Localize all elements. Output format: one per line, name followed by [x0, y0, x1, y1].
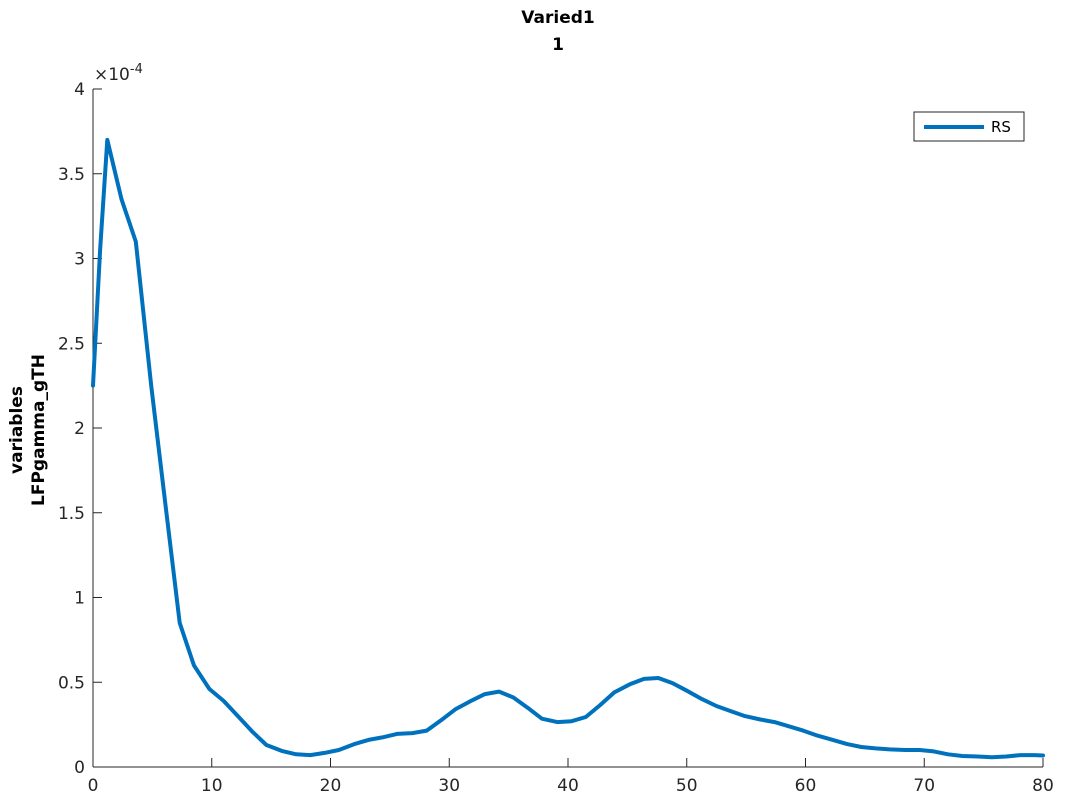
- y-tick-label: 1: [74, 589, 85, 609]
- axes: [92, 89, 1043, 768]
- x-tick-label: 50: [676, 776, 698, 796]
- series-layer: [91, 137, 1045, 760]
- x-axis-ticks: 0 10 20 30 40 50 60 70 80: [88, 758, 1054, 796]
- x-tick-label: 10: [201, 776, 223, 796]
- y-axis-exponent-power: -4: [130, 62, 143, 77]
- y-tick-label: 2.5: [58, 334, 85, 354]
- y-axis-label-line-1: variables: [7, 386, 27, 474]
- x-tick-label: 60: [795, 776, 817, 796]
- legend: RS: [913, 111, 1025, 142]
- x-tick-label: 80: [1032, 776, 1054, 796]
- chart-title-line-2: 1: [552, 35, 564, 55]
- x-tick-label: 0: [88, 776, 99, 796]
- y-tick-label: 4: [74, 80, 85, 100]
- y-tick-label: 0.5: [58, 673, 85, 693]
- y-tick-label: 3.5: [58, 165, 85, 185]
- y-axis-label: variables LFPgamma_gTH: [7, 354, 49, 506]
- x-tick-label: 20: [320, 776, 342, 796]
- y-axis-ticks: 0 0.5 1 1.5 2 2.5 3 3.5 4: [58, 80, 102, 778]
- y-axis-exponent-prefix: ×10: [94, 65, 130, 85]
- y-tick-label: 3: [74, 250, 85, 270]
- series-line-rs: [91, 137, 1045, 760]
- chart-title-line-1: Varied1: [521, 8, 594, 28]
- y-tick-label: 2: [74, 419, 85, 439]
- legend-label-rs: RS: [991, 118, 1011, 136]
- x-tick-label: 70: [913, 776, 935, 796]
- y-axis-label-line-2: LFPgamma_gTH: [29, 354, 49, 506]
- y-tick-label: 0: [74, 758, 85, 778]
- x-tick-label: 30: [438, 776, 460, 796]
- x-tick-label: 40: [557, 776, 579, 796]
- y-axis-exponent: ×10-4: [94, 62, 143, 85]
- y-tick-label: 1.5: [58, 504, 85, 524]
